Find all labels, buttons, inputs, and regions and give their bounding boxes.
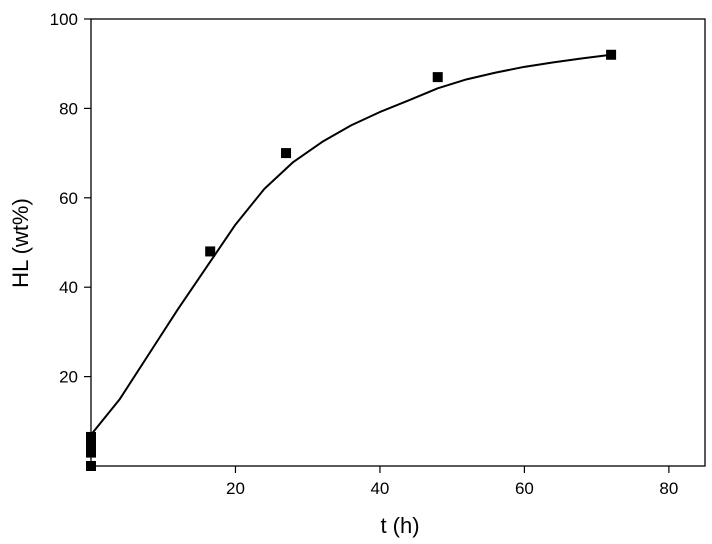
data-point	[86, 431, 96, 442]
x-tick-label: 20	[226, 479, 245, 498]
y-tick-label: 40	[59, 278, 78, 297]
y-tick-label: 100	[50, 10, 78, 29]
data-point	[205, 246, 216, 257]
fit-curve	[90, 53, 613, 436]
x-axis-title: t (h)	[380, 513, 419, 538]
data-point	[281, 148, 292, 159]
y-tick-label: 60	[59, 189, 78, 208]
data-point	[86, 447, 96, 458]
plot-frame	[90, 18, 706, 467]
data-point	[606, 49, 617, 60]
data-point	[86, 438, 96, 449]
x-tick-label: 60	[515, 479, 534, 498]
data-point	[432, 72, 443, 83]
x-tick-label: 40	[370, 479, 389, 498]
data-point	[86, 461, 96, 471]
y-axis-title: HL (wt%)	[8, 198, 33, 288]
x-tick-label: 80	[659, 479, 678, 498]
y-tick-label: 80	[59, 99, 78, 118]
y-tick-label: 20	[59, 368, 78, 387]
